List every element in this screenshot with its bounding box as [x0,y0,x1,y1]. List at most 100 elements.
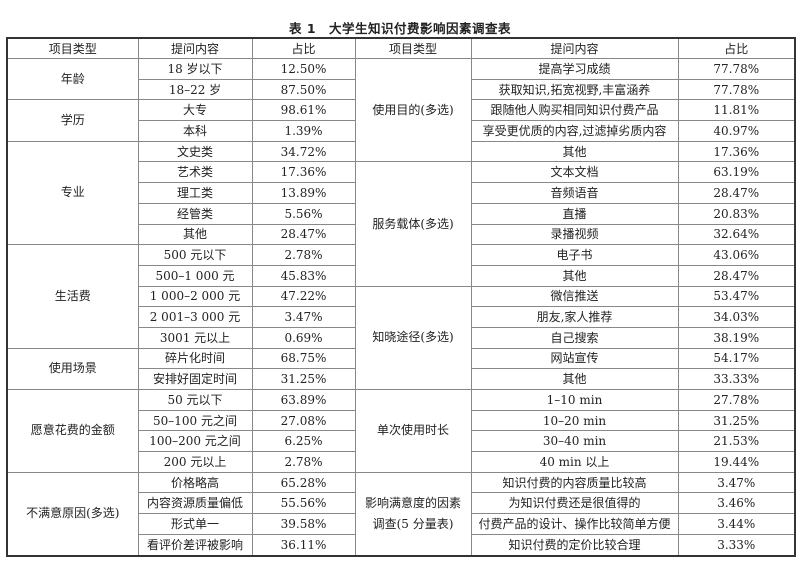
table-row: 生活费 500 元以下 2.78% 电子书 43.06% [6,244,796,349]
table-title: 表 1 大学生知识付费影响因素调查表 [288,21,512,36]
category-cell-right: 服务载体(多选) [354,161,472,287]
ratio-cell-right: 54.17% [677,347,796,370]
question-cell-left: 200 元以上 [137,451,253,473]
table-row: 2 001–3 000 元 3.47% 朋友,家人推荐 34.03% [7,306,796,328]
table-row: 形式单一 39.58% 付费产品的设计、操作比较简单方便 3.44% [7,513,796,535]
question-cell-right: 录播视频 [470,223,679,246]
question-cell-left: 内容资源质量偏低 [137,492,253,515]
ratio-cell-left: 34.72% [251,140,356,163]
question-cell-right: 享受更优质的内容,过滤掉劣质内容 [470,120,679,142]
ratio-cell-right: 28.47% [677,264,796,287]
question-cell-right: 1–10 min [470,389,679,411]
ratio-cell-right: 21.53% [677,430,796,453]
header-category-left: 项目类型 [6,37,139,59]
ratio-cell-left: 68.75% [251,347,356,370]
question-cell-left: 文史类 [137,140,253,163]
category-cell-left: 不满意原因(多选) [6,471,139,557]
ratio-cell-left: 27.08% [251,409,356,432]
ratio-cell-right: 63.19% [677,161,796,184]
table-row: 200 元以上 2.78% 40 min 以上 19.44% [7,451,796,473]
question-cell-right: 音频语音 [470,182,679,204]
category-cell-left: 专业 [6,140,139,246]
question-cell-left: 50 元以下 [137,389,253,411]
question-cell-left: 其他 [137,223,253,246]
question-cell-right: 为知识付费还是很值得的 [470,492,679,515]
ratio-cell-left: 31.25% [251,368,356,390]
table-row: 看评价差评被影响 36.11% 知识付费的定价比较合理 3.33% [7,533,796,557]
ratio-cell-right: 3.44% [677,513,796,535]
category-cell-left: 生活费 [6,244,139,349]
question-cell-right: 跟随他人购买相同知识付费产品 [470,99,679,122]
table-row: 经管类 5.56% 直播 20.83% [7,202,796,225]
question-cell-left: 价格略高 [137,471,253,494]
question-cell-right: 获取知识,拓宽视野,丰富涵养 [470,78,679,101]
header-question-right: 提问内容 [470,37,679,59]
question-cell-left: 看评价差评被影响 [137,533,253,557]
table-row: 不满意原因(多选) 价格略高 65.28% 影响满意度的因素调查(5 分量表) 知识付费… [6,471,796,557]
ratio-cell-left: 2.78% [251,451,356,473]
question-cell-left: 安排好固定时间 [137,368,253,390]
ratio-cell-right: 32.64% [677,223,796,246]
ratio-cell-left: 13.89% [251,182,356,204]
ratio-cell-left: 39.58% [251,513,356,535]
table-row: 3001 元以上 0.69% 自己搜索 38.19% [7,326,796,349]
question-cell-left: 经管类 [137,202,253,225]
question-cell-right: 提高学习成绩 [470,58,679,80]
ratio-cell-right: 19.44% [677,451,796,473]
header-question-left: 提问内容 [137,37,253,59]
question-cell-right: 其他 [470,140,679,163]
question-cell-right: 知识付费的定价比较合理 [470,533,679,557]
question-cell-left: 理工类 [137,182,253,204]
category-cell-left: 使用场景 [6,347,139,391]
ratio-cell-right: 27.78% [677,389,796,411]
category-cell-right: 使用目的(多选) [354,57,472,163]
table-row: 本科 1.39% 享受更优质的内容,过滤掉劣质内容 40.97% [7,120,796,142]
table-row: 愿意花费的金额 50 元以下 63.89% 单次使用时长 1–10 min 27.78% [6,389,796,473]
survey-table: 项目类型 提问内容 占比 项目类型 提问内容 占比 年龄 18 岁以下 12.50%… [6,37,796,557]
table-row: 艺术类 17.36% 服务载体(多选) 文本文档 63.19% [7,161,796,287]
question-cell-right: 其他 [470,368,679,390]
ratio-cell-right: 33.33% [677,368,796,390]
ratio-cell-left: 1.39% [251,120,356,142]
question-cell-right: 10–20 min [470,409,679,432]
question-cell-left: 碎片化时间 [137,347,253,370]
ratio-cell-left: 5.56% [251,202,356,225]
header-row: 项目类型 提问内容 占比 项目类型 提问内容 占比 [6,37,796,59]
table-body: 年龄 18 岁以下 12.50% 使用目的(多选) 提高学习成绩 77.78% 18–22 … [6,57,796,557]
category-cell-right: 影响满意度的因素调查(5 分量表) [354,471,472,557]
header-ratio-left: 占比 [251,37,356,59]
category-cell-left: 学历 [6,99,139,142]
question-cell-left: 100–200 元之间 [137,430,253,453]
ratio-cell-right: 77.78% [677,58,796,80]
ratio-cell-right: 17.36% [677,140,796,163]
question-cell-right: 微信推送 [470,285,679,308]
category-cell-right: 知晓途径(多选) [354,285,472,391]
question-cell-left: 艺术类 [137,161,253,184]
ratio-cell-left: 17.36% [251,161,356,184]
ratio-cell-left: 28.47% [251,223,356,246]
question-cell-left: 18–22 岁 [137,78,253,101]
table-row: 学历 大专 98.61% 跟随他人购买相同知识付费产品 11.81% [6,99,796,142]
ratio-cell-left: 2.78% [251,244,356,266]
ratio-cell-left: 65.28% [251,471,356,494]
ratio-cell-left: 36.11% [251,533,356,557]
ratio-cell-right: 40.97% [677,120,796,142]
ratio-cell-left: 12.50% [251,58,356,80]
table-row: 年龄 18 岁以下 12.50% 使用目的(多选) 提高学习成绩 77.78% [6,57,796,163]
category-cell-left: 年龄 [6,57,139,101]
question-cell-left: 本科 [137,120,253,142]
question-cell-left: 大专 [137,99,253,122]
category-cell-right: 单次使用时长 [354,389,472,473]
question-cell-right: 网站宣传 [470,347,679,370]
ratio-cell-right: 3.47% [677,471,796,494]
question-cell-left: 18 岁以下 [137,58,253,80]
question-cell-right: 文本文档 [470,161,679,184]
question-cell-right: 自己搜索 [470,326,679,349]
question-cell-right: 40 min 以上 [470,451,679,473]
header-ratio-right: 占比 [677,37,796,59]
question-cell-right: 电子书 [470,244,679,266]
table-row: 安排好固定时间 31.25% 其他 33.33% [7,368,796,390]
ratio-cell-right: 11.81% [677,99,796,122]
question-cell-left: 形式单一 [137,513,253,535]
ratio-cell-right: 34.03% [677,306,796,328]
